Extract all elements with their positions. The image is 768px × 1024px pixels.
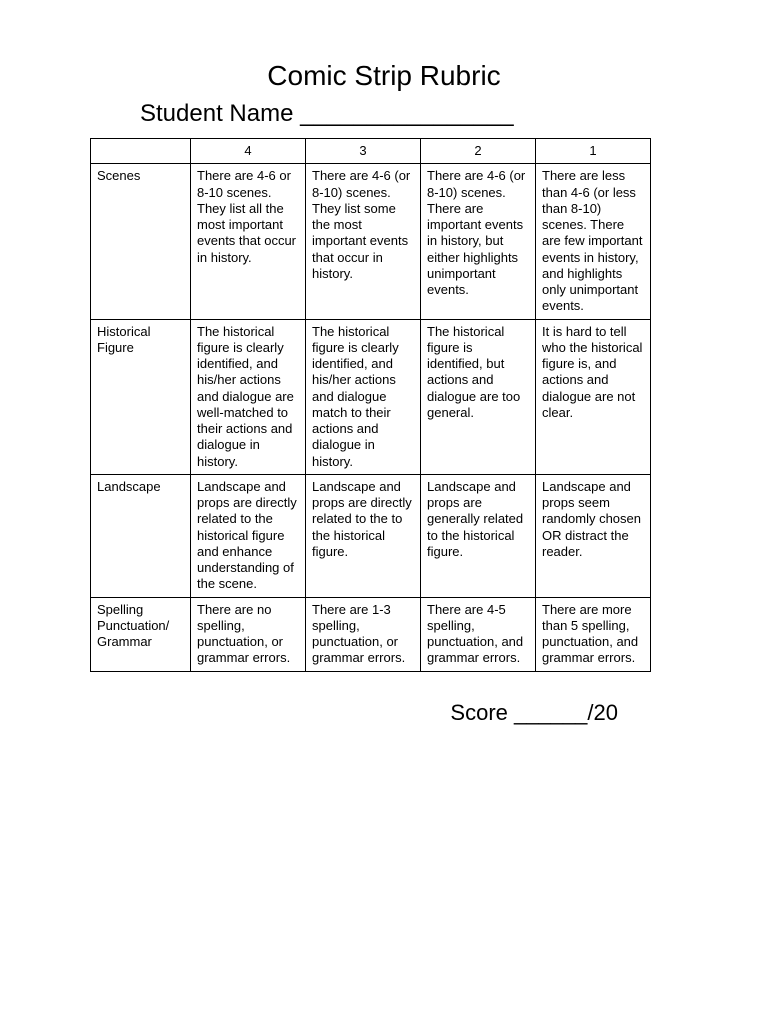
rubric-cell: There are more than 5 spelling, punctuat… xyxy=(536,597,651,671)
rubric-cell: There are 1-3 spelling, punctuation, or … xyxy=(306,597,421,671)
rubric-cell: There are 4-6 or 8-10 scenes. They list … xyxy=(191,164,306,319)
row-category: Historical Figure xyxy=(91,319,191,474)
col-header-3: 3 xyxy=(306,139,421,164)
rubric-cell: Landscape and props seem randomly chosen… xyxy=(536,474,651,597)
rubric-table: 4 3 2 1 Scenes There are 4-6 or 8-10 sce… xyxy=(90,138,651,672)
rubric-cell: There are 4-5 spelling, punctuation, and… xyxy=(421,597,536,671)
score-line: Score ______/20 xyxy=(60,700,618,726)
rubric-cell: It is hard to tell who the historical fi… xyxy=(536,319,651,474)
rubric-cell: The historical figure is clearly identif… xyxy=(191,319,306,474)
rubric-cell: Landscape and props are directly related… xyxy=(306,474,421,597)
rubric-cell: There are no spelling, punctuation, or g… xyxy=(191,597,306,671)
col-header-4: 4 xyxy=(191,139,306,164)
rubric-cell: There are 4-6 (or 8-10) scenes. There ar… xyxy=(421,164,536,319)
table-row: Landscape Landscape and props are direct… xyxy=(91,474,651,597)
rubric-cell: There are less than 4-6 (or less than 8-… xyxy=(536,164,651,319)
rubric-cell: The historical figure is identified, but… xyxy=(421,319,536,474)
page-title: Comic Strip Rubric xyxy=(60,60,708,92)
row-category: Spelling Punctuation/ Grammar xyxy=(91,597,191,671)
table-row: Spelling Punctuation/ Grammar There are … xyxy=(91,597,651,671)
rubric-cell: The historical figure is clearly identif… xyxy=(306,319,421,474)
student-name-line: Student Name ________________ xyxy=(140,100,708,128)
rubric-cell: Landscape and props are directly related… xyxy=(191,474,306,597)
col-header-2: 2 xyxy=(421,139,536,164)
rubric-cell: Landscape and props are generally relate… xyxy=(421,474,536,597)
row-category: Scenes xyxy=(91,164,191,319)
table-row: Historical Figure The historical figure … xyxy=(91,319,651,474)
table-row: Scenes There are 4-6 or 8-10 scenes. The… xyxy=(91,164,651,319)
col-header-1: 1 xyxy=(536,139,651,164)
document-page: Comic Strip Rubric Student Name ________… xyxy=(0,0,768,726)
rubric-cell: There are 4-6 (or 8-10) scenes. They lis… xyxy=(306,164,421,319)
table-header-row: 4 3 2 1 xyxy=(91,139,651,164)
col-header-blank xyxy=(91,139,191,164)
row-category: Landscape xyxy=(91,474,191,597)
